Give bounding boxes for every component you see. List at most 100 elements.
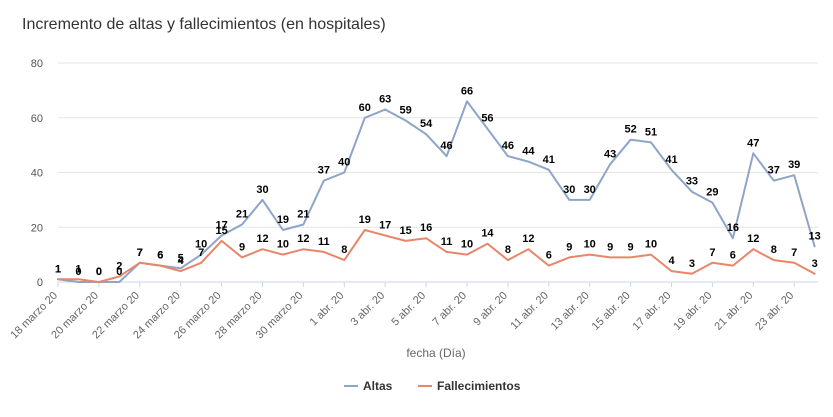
data-label: 6 (730, 250, 736, 262)
data-point (97, 280, 101, 284)
data-label: 43 (604, 148, 616, 160)
y-tick-label: 80 (31, 58, 43, 70)
data-label: 46 (502, 140, 514, 152)
data-point (117, 280, 121, 284)
data-label: 12 (522, 233, 534, 245)
y-tick-label: 20 (31, 222, 43, 234)
data-point (322, 179, 326, 183)
data-point (588, 198, 592, 202)
data-label: 37 (768, 165, 780, 177)
data-label: 15 (400, 225, 412, 237)
data-point (526, 247, 530, 251)
x-tick-label: 19 abr. 20 (671, 290, 714, 333)
data-label: 7 (137, 247, 143, 259)
data-point (813, 244, 817, 248)
data-point (506, 154, 510, 158)
data-point (547, 168, 551, 172)
data-point (240, 223, 244, 227)
data-point (567, 255, 571, 259)
data-label: 3 (689, 258, 695, 270)
x-tick-label: 11 abr. 20 (508, 290, 551, 333)
data-point (363, 116, 367, 120)
data-point (404, 118, 408, 122)
data-point (751, 247, 755, 251)
data-label: 7 (709, 247, 715, 259)
x-tick-label: 3 abr. 20 (349, 290, 388, 329)
y-tick-label: 60 (31, 113, 43, 125)
legend[interactable]: Altas Fallecimientos (344, 379, 521, 393)
y-tick-label: 40 (31, 168, 43, 180)
data-label: 8 (341, 244, 347, 256)
data-label: 14 (481, 228, 494, 240)
data-label: 15 (215, 225, 227, 237)
data-label: 59 (400, 104, 412, 116)
x-axis-title: fecha (Día) (406, 346, 465, 360)
data-label: 51 (645, 126, 657, 138)
data-label: 10 (584, 239, 596, 251)
data-point (731, 236, 735, 240)
data-point (363, 228, 367, 232)
y-axis-ticks: 0 20 40 60 80 (31, 58, 43, 289)
series-line-fallecimientos (57, 229, 816, 283)
data-label: 52 (624, 124, 636, 136)
data-label: 41 (665, 154, 677, 166)
data-point (526, 160, 530, 164)
legend-item-altas[interactable]: Altas (344, 379, 393, 393)
data-point (424, 132, 428, 136)
data-point (567, 198, 571, 202)
data-label: 10 (195, 239, 207, 251)
legend-label: Fallecimientos (437, 379, 521, 393)
data-label: 1 (55, 263, 61, 275)
data-point (301, 247, 305, 251)
data-point (465, 253, 469, 257)
data-point (220, 239, 224, 243)
data-point (240, 255, 244, 259)
data-label: 19 (277, 214, 289, 226)
data-label: 0 (116, 266, 122, 278)
data-label: 56 (481, 113, 493, 125)
data-label: 29 (706, 187, 718, 199)
data-point (281, 253, 285, 257)
data-point (179, 269, 183, 273)
data-point (199, 261, 203, 265)
data-point (56, 277, 60, 281)
grid (58, 62, 818, 283)
x-tick-label: 1 abr. 20 (308, 290, 347, 329)
legend-item-fallecimientos[interactable]: Fallecimientos (418, 379, 521, 393)
y-tick-label: 0 (37, 277, 43, 289)
data-point (629, 255, 633, 259)
data-label: 7 (137, 247, 143, 259)
data-label: 16 (420, 222, 432, 234)
data-label: 3 (812, 258, 818, 270)
data-label: 9 (628, 241, 634, 253)
x-tick-label: 9 abr. 20 (471, 290, 510, 329)
data-point (158, 264, 162, 268)
data-point (772, 179, 776, 183)
data-label: 2 (116, 261, 122, 273)
data-point (547, 264, 551, 268)
x-tick-label: 5 abr. 20 (389, 290, 428, 329)
data-label: 8 (771, 244, 777, 256)
data-point (445, 250, 449, 254)
data-point (588, 253, 592, 257)
data-label: 7 (791, 247, 797, 259)
data-label: 10 (277, 239, 289, 251)
x-tick-label: 13 abr. 20 (549, 290, 592, 333)
data-label: 54 (420, 118, 433, 130)
data-point (261, 198, 265, 202)
data-point (690, 272, 694, 276)
data-label: 9 (566, 241, 572, 253)
data-label: 1 (75, 263, 81, 275)
data-label: 12 (297, 233, 309, 245)
data-point (690, 190, 694, 194)
data-label: 10 (645, 239, 657, 251)
data-label: 12 (747, 233, 759, 245)
data-label: 21 (236, 209, 248, 221)
data-label: 44 (522, 146, 535, 158)
data-point (322, 250, 326, 254)
data-label: 30 (256, 184, 268, 196)
data-point (485, 242, 489, 246)
data-point (383, 108, 387, 112)
data-label: 11 (441, 236, 453, 248)
